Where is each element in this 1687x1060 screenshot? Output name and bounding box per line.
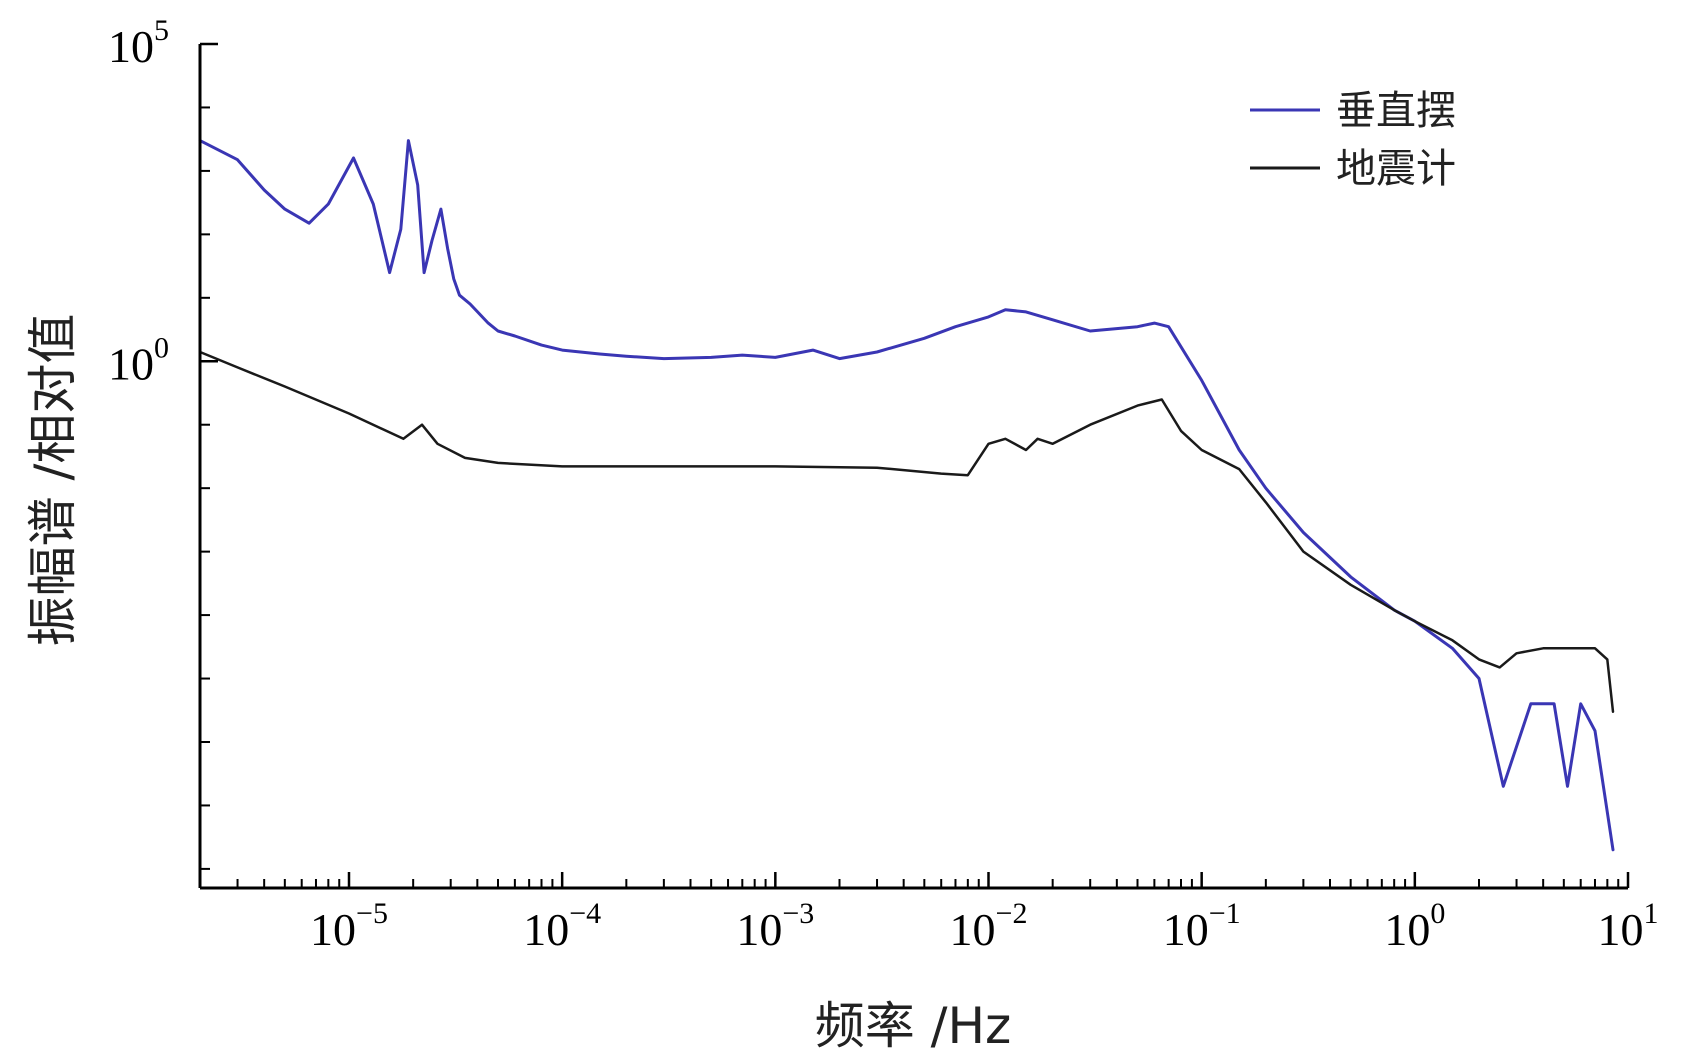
legend-label-1: 地震计 — [1336, 146, 1456, 192]
y-tick-base: 10 — [108, 21, 154, 72]
x-tick-labels: 10−5 10−4 10−3 10−2 10−1 100 101 — [310, 897, 1658, 955]
x-ticks — [199, 872, 1630, 888]
x-tick-base: 10 — [1384, 904, 1430, 955]
y-tick-label: 105 — [108, 14, 169, 72]
x-tick-label: 10−4 — [523, 897, 601, 955]
x-tick-base: 10 — [950, 904, 996, 955]
x-tick-exponent: −4 — [569, 897, 601, 930]
legend-label-0: 垂直摆 — [1336, 88, 1456, 134]
y-axis-title: 振幅谱 /相对值 — [24, 314, 82, 647]
series-line-1 — [198, 350, 1615, 713]
y-tick-exponent: 0 — [154, 331, 169, 364]
x-tick-exponent: −3 — [782, 897, 814, 930]
y-tick-label: 100 — [108, 331, 169, 389]
x-axis-title: 频率 /Hz — [815, 997, 1012, 1055]
y-tick-base: 10 — [108, 338, 154, 389]
x-tick-exponent: −1 — [1209, 897, 1241, 930]
x-tick-label: 100 — [1384, 897, 1445, 955]
x-tick-exponent: 1 — [1644, 897, 1659, 930]
x-tick-exponent: −2 — [996, 897, 1028, 930]
x-tick-label: 101 — [1598, 897, 1659, 955]
y-tick-exponent: 5 — [154, 14, 169, 47]
x-tick-base: 10 — [310, 904, 356, 955]
x-tick-exponent: −5 — [356, 897, 388, 930]
x-tick-label: 10−2 — [950, 897, 1028, 955]
y-ticks — [200, 42, 218, 870]
x-tick-base: 10 — [736, 904, 782, 955]
x-tick-base: 10 — [1598, 904, 1644, 955]
x-tick-base: 10 — [1163, 904, 1209, 955]
series-line-0 — [198, 139, 1615, 852]
series-layer — [198, 139, 1615, 852]
x-tick-label: 10−1 — [1163, 897, 1241, 955]
x-tick-base: 10 — [523, 904, 569, 955]
x-tick-label: 10−5 — [310, 897, 388, 955]
x-tick-exponent: 0 — [1430, 897, 1445, 930]
x-tick-label: 10−3 — [736, 897, 814, 955]
